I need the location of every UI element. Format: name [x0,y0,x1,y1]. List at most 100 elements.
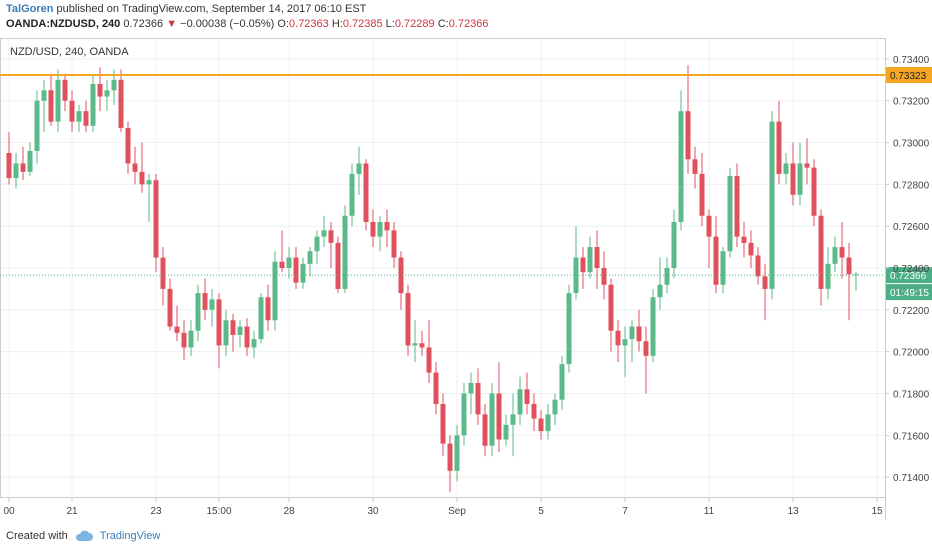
created-with-label: Created with [6,530,68,542]
time-axis: 00 21 23 15:00 28 30 Sep 5 7 11 13 15 [3,498,883,517]
candle-body-up [209,299,215,310]
candle-body-down [83,111,89,126]
candle-body-up [27,150,33,172]
candle-body-up [34,100,40,151]
y-tick-label: 0.72600 [893,222,930,233]
candle-body-up [503,424,509,440]
tradingview-link[interactable]: TradingView [99,530,161,542]
candle-body-down [636,326,642,342]
low-label: L: [385,18,395,30]
candle-body-up [356,163,362,174]
candle-body-down [69,100,75,122]
candle-body-down [601,268,607,285]
author-link[interactable]: TalGoren [6,3,54,15]
candle-body-down [699,173,705,216]
candle-body-down [398,257,404,294]
candle-body-up [468,383,474,394]
candle-body-down [363,163,369,222]
candle-body-up [552,399,558,415]
candle-body-up [223,320,229,346]
price-lines: 0.73323 0.72366 01:49:15 [0,67,932,301]
candle-body-up [258,297,264,340]
candle-body-down [482,414,488,446]
candle-body-down [230,320,236,335]
candle-body-down [741,236,747,243]
candle-body-down [846,257,852,275]
y-tick-label: 0.73400 [893,55,930,66]
candle-body-up [825,263,831,289]
candle-body-up [657,284,663,298]
price-axis: 0.73400 0.73200 0.73000 0.72800 0.72600 0.724… [885,55,930,484]
candle-body-up [13,163,19,179]
close-value: 0.72366 [448,18,489,30]
candle-body-down [524,389,530,404]
candle-body-up [664,268,670,285]
y-tick-label: 0.72000 [893,348,930,359]
candle-body-down [804,163,810,168]
candle-body-up [545,414,551,432]
countdown-tag [886,284,932,301]
candle-body-down [538,418,544,432]
candle-body-down [125,127,131,164]
candle-body-down [580,257,586,273]
candle-body-up [678,111,684,222]
candle-body-down [496,393,502,440]
candle-body-down [244,326,250,348]
x-tick-label: 11 [704,506,715,517]
candlestick-chart[interactable]: NZD/USD, 240, OANDA 0.73323 0.72366 01:49:… [0,38,932,520]
candle-body-down [839,247,845,258]
candle-body-up [146,180,152,185]
candle-body-down [328,230,334,243]
candle-body-up [783,163,789,174]
candle-body-up [104,90,110,97]
candle-body-down [132,163,138,172]
candle-body-down [762,276,768,289]
x-tick-label: 5 [538,506,544,517]
high-value: 0.72385 [342,18,383,30]
candle-body-down [181,332,187,348]
candles-group [6,65,859,492]
y-tick-label: 0.73000 [893,139,930,150]
candle-body-up [76,111,82,122]
resistance-price-tag [886,67,932,84]
candle-body-down [370,222,376,237]
candle-body-down [153,180,159,258]
candle-body-down [706,215,712,237]
candle-body-up [769,121,775,289]
symbol-label: OANDA:NZDUSD, 240 [6,18,121,30]
footer: Created with TradingView [6,528,160,544]
candle-body-down [426,347,432,373]
x-tick-label: Sep [448,506,466,517]
candle-body-up [195,293,201,331]
candle-body-down [608,284,614,331]
candle-body-down [818,215,824,289]
x-tick-label: 23 [150,506,162,517]
x-tick-label: 7 [622,506,628,517]
candle-body-down [776,121,782,174]
candle-body-down [419,343,425,348]
candle-body-up [650,297,656,356]
candle-body-down [139,171,145,185]
candle-body-up [349,173,355,216]
candle-body-down [692,159,698,174]
candle-body-down [475,383,481,415]
candle-body-down [6,153,12,179]
y-tick-label: 0.71600 [893,431,930,442]
y-tick-label: 0.72400 [893,264,930,275]
candle-body-up [188,330,194,348]
x-tick-label: 15:00 [206,506,231,517]
candle-body-up [237,326,243,335]
candle-body-down [713,236,719,285]
candle-body-down [748,242,754,256]
candle-body-down [685,111,691,160]
chart-frame[interactable]: NZD/USD, 240, OANDA 0.73323 0.72366 01:49:… [0,38,932,520]
candle-body-up [517,389,523,415]
publish-info: published on TradingView.com, September … [56,3,367,15]
candle-body-down [594,247,600,268]
y-tick-label: 0.72200 [893,306,930,317]
y-tick-label: 0.72800 [893,180,930,191]
candle-body-up [489,393,495,446]
candle-body-up [629,326,635,340]
candle-body-down [531,403,537,419]
candle-body-down [160,257,166,289]
